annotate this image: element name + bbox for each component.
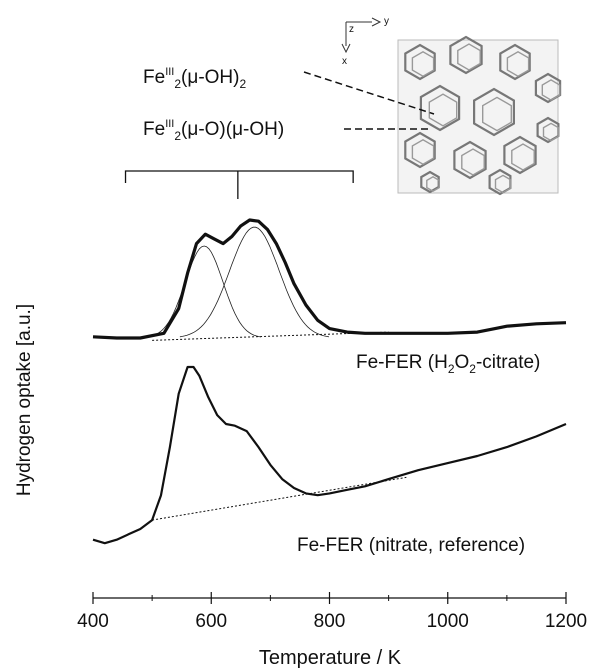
- structure-ring-inner: [426, 175, 440, 193]
- series-label-1: Fe-FER (H2O2-citrate): [356, 352, 540, 376]
- series-line-2: [92, 365, 567, 545]
- y-axis-label: Hydrogen optake [a.u.]: [14, 304, 35, 496]
- x-tick-label-800: 800: [314, 611, 346, 632]
- structure-ring: [419, 84, 461, 132]
- x-tick-label-1200: 1200: [545, 611, 587, 632]
- structure-ring-inner: [457, 43, 481, 71]
- annotation-fe-o-oh: FeIII2(μ-O)(μ-OH): [143, 118, 284, 143]
- structure-ring-inner: [542, 122, 560, 142]
- structure-ring-inner: [511, 143, 535, 171]
- structure-ring: [534, 72, 562, 104]
- structure-axis-y-label: y: [384, 16, 389, 27]
- fitted-component-1: [147, 245, 261, 338]
- structure-axes-indicator: y z x: [341, 16, 389, 67]
- structure-ring: [488, 168, 512, 196]
- structure-ring: [449, 35, 483, 75]
- series-labels: Fe-FER (H2O2-citrate) Fe-FER (nitrate, re…: [297, 352, 540, 556]
- x-tick-label-1000: 1000: [427, 611, 469, 632]
- structure-ring-inner: [411, 50, 435, 78]
- bracket-line: [124, 170, 354, 183]
- structure-ring-inner: [541, 79, 561, 101]
- structure-ring: [453, 140, 487, 180]
- structure-axis-x-arrowhead: [341, 43, 351, 54]
- series-line-1: [92, 218, 567, 340]
- structure-axis-x-label: x: [342, 56, 347, 67]
- x-axis-label: Temperature / K: [259, 647, 402, 669]
- zeolite-structure-inset: [397, 35, 562, 196]
- structure-ring-inner: [482, 96, 512, 132]
- structure-ring-inner: [428, 93, 458, 127]
- structure-ring-inner: [506, 50, 530, 78]
- structure-ring: [536, 116, 560, 144]
- x-axis: 400 600 800 1000 1200: [77, 592, 587, 632]
- baseline-2: [152, 476, 407, 521]
- fitted-component-2: [179, 226, 329, 338]
- structure-ring: [420, 170, 440, 194]
- structure-ring-inner: [461, 148, 485, 176]
- structure-ring-inner: [411, 138, 435, 166]
- structure-ring: [499, 43, 531, 81]
- series-lines: [92, 218, 567, 545]
- plot-area: Fe-FER (H2O2-citrate) Fe-FER (nitrate, re…: [92, 218, 567, 556]
- fitted-components: [147, 226, 329, 338]
- x-tick-label-600: 600: [195, 611, 227, 632]
- annotation-leader-1: [303, 71, 435, 115]
- series-label-2: Fe-FER (nitrate, reference): [297, 535, 525, 556]
- structure-ring: [473, 87, 515, 137]
- x-tick-label-400: 400: [77, 611, 109, 632]
- structure-axis-z-label: z: [349, 24, 354, 35]
- annotation-fe-oh2: FeIII2(μ-OH)2: [143, 66, 246, 91]
- structure-ring: [503, 135, 537, 175]
- structure-ring: [404, 43, 436, 81]
- structure-axis-y-arrowhead: [371, 17, 382, 27]
- assignment-bracket: [124, 170, 354, 199]
- structure-ring-inner: [494, 174, 512, 194]
- structure-ring: [404, 131, 436, 169]
